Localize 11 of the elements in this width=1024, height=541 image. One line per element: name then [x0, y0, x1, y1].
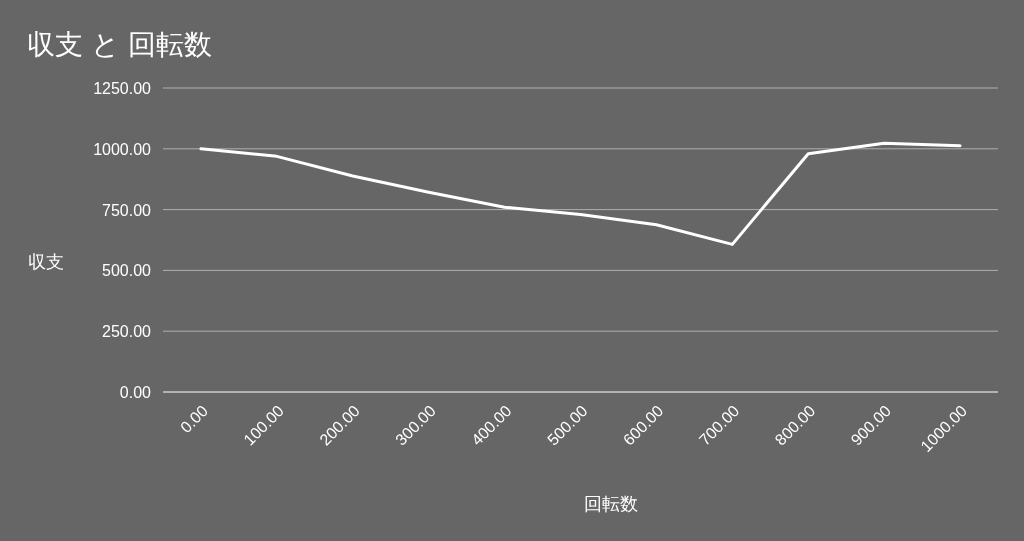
y-axis-title: 収支 — [28, 252, 64, 272]
y-tick-label: 250.00 — [102, 323, 152, 341]
y-tick-label: 750.00 — [102, 201, 152, 219]
line-series — [199, 141, 962, 246]
y-tick-label: 500.00 — [102, 262, 152, 280]
x-tick-label: 0.00 — [177, 402, 212, 437]
y-tick-label: 1000.00 — [93, 140, 152, 158]
y-tick-label: 1250.00 — [93, 80, 152, 97]
y-tick-label: 0.00 — [119, 384, 152, 401]
x-axis-title: 回転数 — [583, 494, 638, 514]
chart-title: 収支 と 回転数 — [27, 29, 212, 60]
